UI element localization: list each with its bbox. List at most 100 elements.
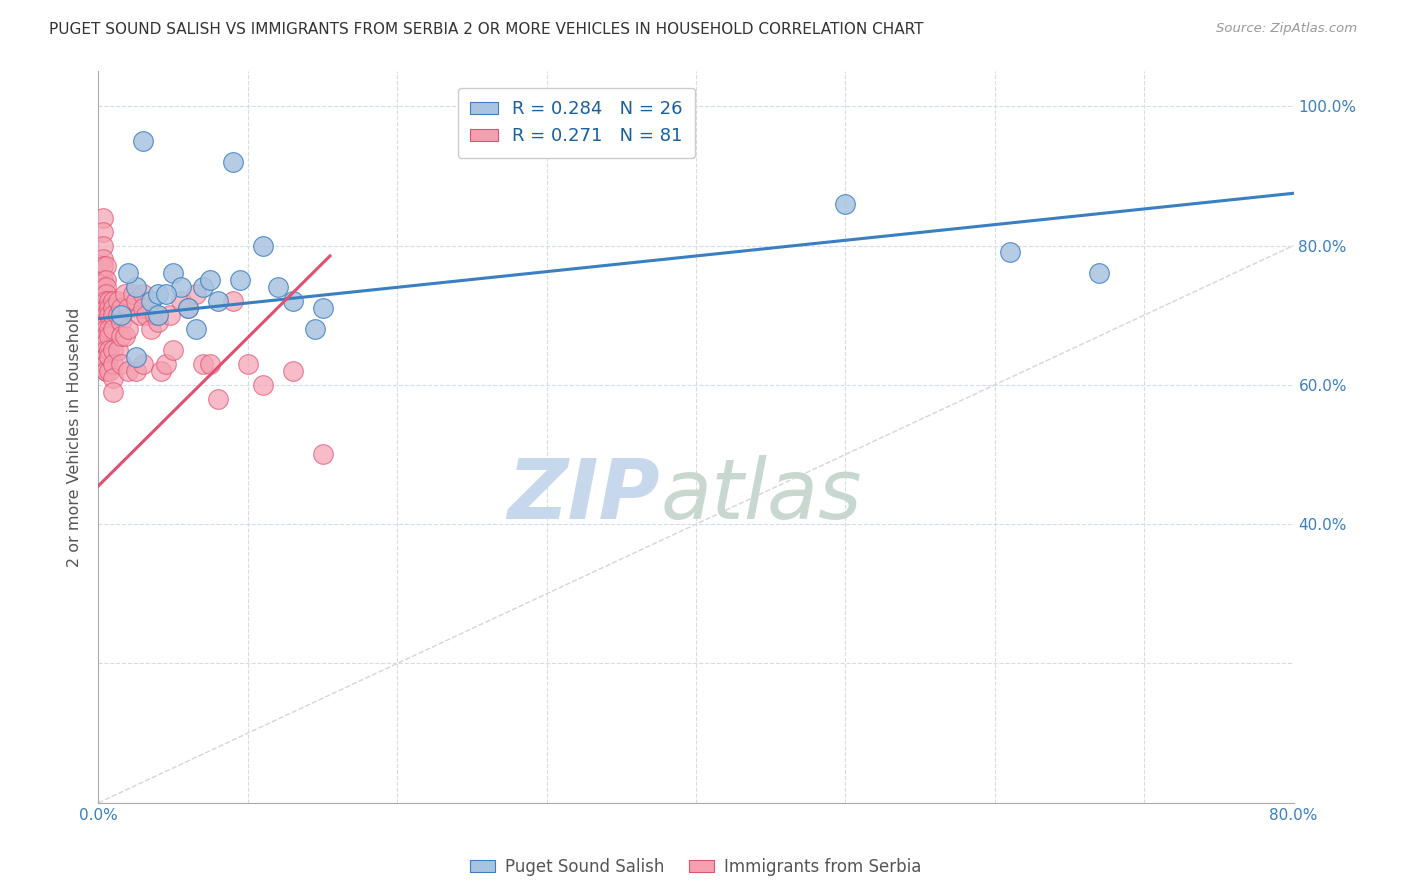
Point <box>107 343 129 357</box>
Point <box>94 287 117 301</box>
Point <box>94 364 117 378</box>
Point <box>304 322 326 336</box>
Point <box>103 371 125 385</box>
Text: Source: ZipAtlas.com: Source: ZipAtlas.com <box>1216 22 1357 36</box>
Point <box>91 252 114 267</box>
Point <box>184 287 207 301</box>
Point <box>143 308 166 322</box>
Point <box>117 322 139 336</box>
Point <box>94 329 117 343</box>
Point <box>834 196 856 211</box>
Point <box>103 301 125 316</box>
Point <box>94 322 117 336</box>
Point <box>97 350 120 364</box>
Point <box>207 294 229 309</box>
Point <box>94 294 117 309</box>
Point <box>94 280 117 294</box>
Point <box>200 273 222 287</box>
Point <box>132 134 155 148</box>
Point <box>91 225 114 239</box>
Point <box>91 287 114 301</box>
Point <box>125 350 148 364</box>
Point <box>91 294 114 309</box>
Point <box>169 280 191 294</box>
Point <box>110 308 132 322</box>
Point <box>94 364 117 378</box>
Point <box>125 280 148 294</box>
Point <box>97 329 120 343</box>
Point <box>97 364 120 378</box>
Point <box>97 308 120 322</box>
Point <box>155 357 177 371</box>
Point <box>94 350 117 364</box>
Point <box>110 329 132 343</box>
Point <box>110 315 132 329</box>
Point <box>94 343 117 357</box>
Point <box>117 364 139 378</box>
Y-axis label: 2 or more Vehicles in Household: 2 or more Vehicles in Household <box>67 308 83 566</box>
Point <box>97 343 120 357</box>
Point <box>103 384 125 399</box>
Point <box>184 322 207 336</box>
Point <box>281 364 304 378</box>
Point <box>252 238 274 252</box>
Point <box>117 301 139 316</box>
Point <box>191 357 214 371</box>
Point <box>94 301 117 316</box>
Point <box>103 357 125 371</box>
Point <box>97 322 120 336</box>
Point <box>132 287 155 301</box>
Text: PUGET SOUND SALISH VS IMMIGRANTS FROM SERBIA 2 OR MORE VEHICLES IN HOUSEHOLD COR: PUGET SOUND SALISH VS IMMIGRANTS FROM SE… <box>49 22 924 37</box>
Point <box>107 294 129 309</box>
Point <box>1088 266 1111 280</box>
Point <box>91 273 114 287</box>
Point <box>155 287 177 301</box>
Point <box>236 357 259 371</box>
Point <box>129 308 152 322</box>
Point <box>229 273 252 287</box>
Point <box>94 260 117 274</box>
Point <box>117 266 139 280</box>
Point <box>110 357 132 371</box>
Point <box>114 287 136 301</box>
Point <box>135 308 157 322</box>
Point <box>91 280 114 294</box>
Point <box>94 273 117 287</box>
Point <box>114 329 136 343</box>
Point <box>148 287 170 301</box>
Point <box>162 343 184 357</box>
Point <box>91 211 114 225</box>
Point <box>139 294 162 309</box>
Point <box>148 315 170 329</box>
Point <box>191 280 214 294</box>
Point <box>177 301 200 316</box>
Point <box>91 260 114 274</box>
Point <box>91 238 114 252</box>
Point <box>94 308 117 322</box>
Point <box>132 357 155 371</box>
Point <box>103 294 125 309</box>
Point <box>222 294 245 309</box>
Point <box>311 448 333 462</box>
Point <box>311 301 333 316</box>
Point <box>177 301 200 316</box>
Point <box>222 155 245 169</box>
Point <box>998 245 1021 260</box>
Point <box>207 392 229 406</box>
Point <box>94 350 117 364</box>
Point <box>162 266 184 280</box>
Point <box>148 308 170 322</box>
Point <box>125 294 148 309</box>
Point <box>200 357 222 371</box>
Text: atlas: atlas <box>661 455 862 536</box>
Point <box>281 294 304 309</box>
Point <box>97 301 120 316</box>
Point <box>94 336 117 351</box>
Point <box>169 294 191 309</box>
Point <box>103 322 125 336</box>
Point <box>267 280 290 294</box>
Point <box>139 322 162 336</box>
Text: ZIP: ZIP <box>508 455 661 536</box>
Point <box>110 301 132 316</box>
Point <box>94 357 117 371</box>
